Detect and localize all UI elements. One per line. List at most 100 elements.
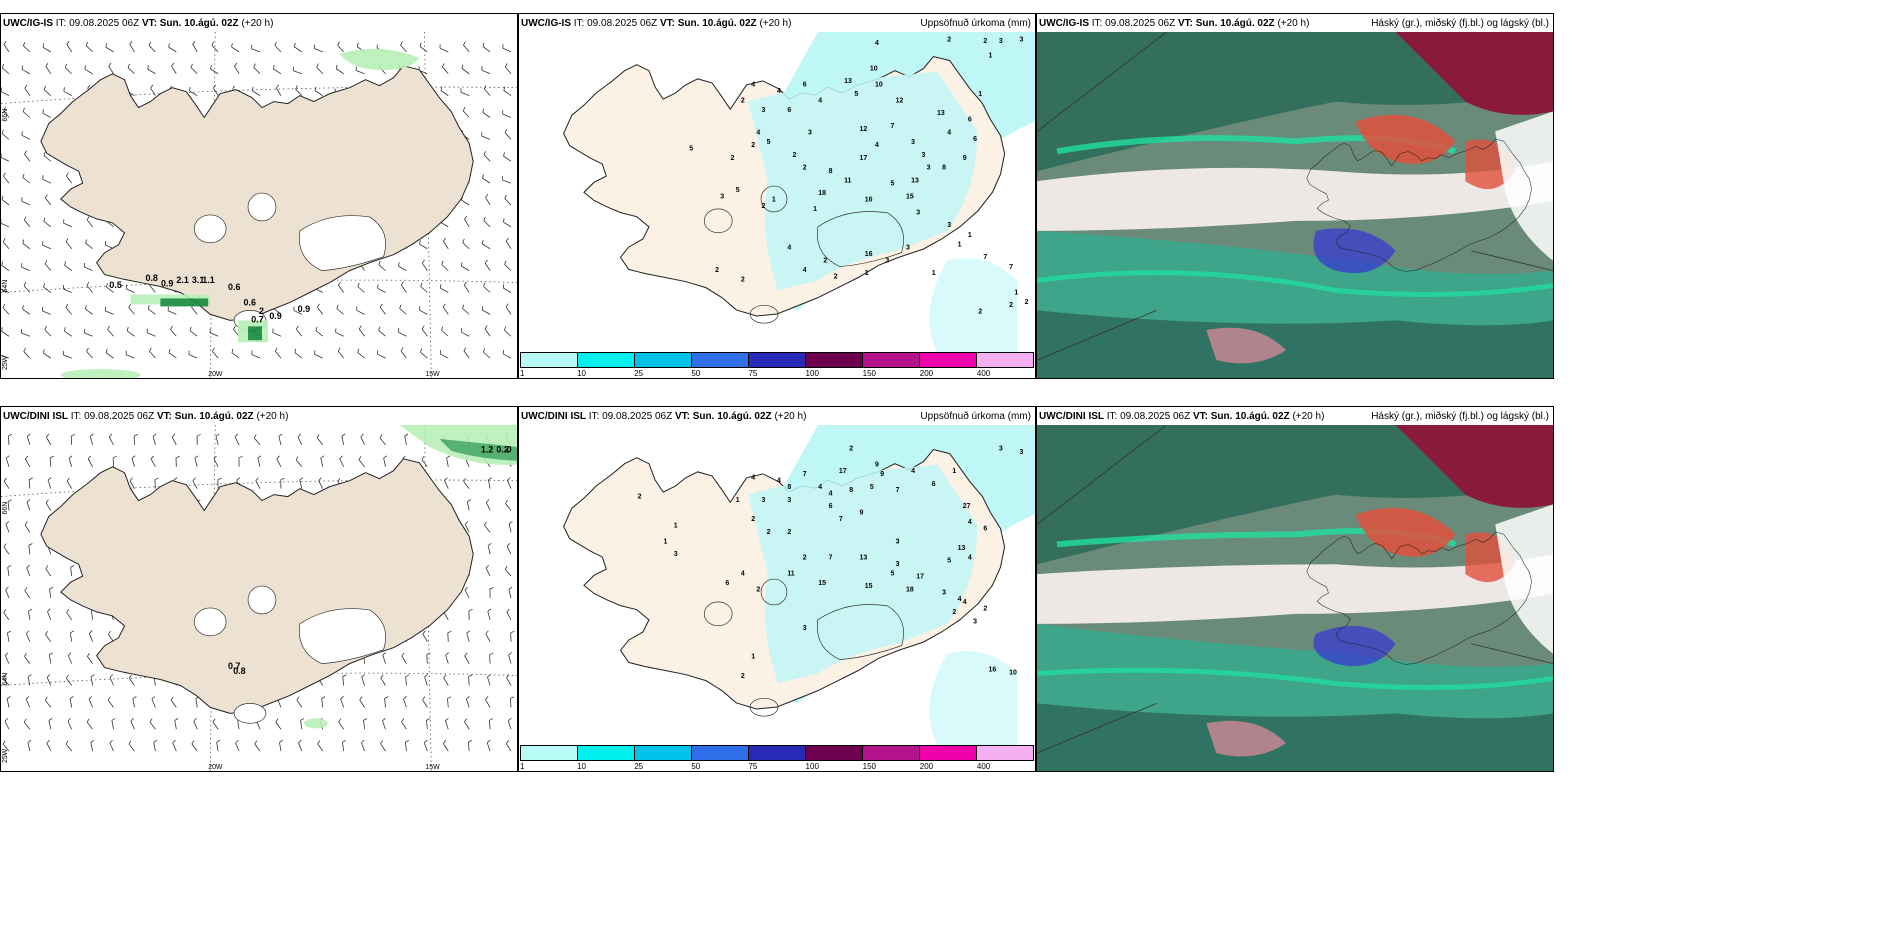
value-label: 1 [813, 206, 817, 213]
value-label: 0.8 [233, 666, 245, 676]
value-label: 3 [885, 257, 889, 264]
value-label: 10 [870, 65, 878, 72]
valid-time: Sun. 10.ágú. 02Z [1195, 18, 1275, 29]
colorbar-swatch [578, 746, 635, 760]
valid-label: VT: [659, 18, 675, 29]
glaciers [703, 185, 904, 324]
value-label: 6 [829, 503, 833, 510]
axis-label: 64N [2, 280, 9, 293]
value-label: 1 [1014, 289, 1018, 296]
value-label: 18 [906, 586, 914, 593]
axis-label: 20W [208, 371, 223, 378]
glaciers [193, 585, 386, 724]
colorbar-tick: 10 [577, 762, 587, 771]
precip-values: 0.70.8 1.2 0.20 [228, 445, 512, 676]
value-label: 0.8 [145, 273, 157, 283]
colorbar-tick: 200 [919, 762, 934, 771]
panel-header: UWC/DINI ISL IT: 09.08.2025 06Z VT: Sun.… [521, 411, 1031, 423]
value-label: 4 [777, 88, 781, 95]
value-label: 1 [674, 522, 678, 529]
value-label: 1 [663, 538, 667, 545]
panel-title: Háský (gr.), miðský (fj.bl.) og lágský (… [1371, 18, 1549, 29]
colorbar-tick: 75 [748, 369, 758, 378]
value-label: 4 [787, 245, 791, 252]
colorbar-tick: 100 [805, 369, 819, 378]
value-label: 3 [896, 561, 900, 568]
colorbar-tick: 75 [748, 762, 758, 771]
value-label: 13 [911, 177, 919, 184]
map-svg [1037, 425, 1553, 771]
value-label: 4 [968, 554, 972, 561]
colorbar-swatch [920, 746, 977, 760]
colorbar-tick: 100 [805, 762, 819, 771]
value-label: 0 [507, 445, 512, 455]
colorbar-swatch [977, 746, 1033, 760]
value-label: 12 [896, 97, 904, 104]
value-label: 15 [865, 583, 873, 590]
value-label: 4 [875, 142, 879, 149]
iceland-coastline [1306, 531, 1532, 665]
colorbar-tick: 1 [520, 369, 525, 378]
value-label: 7 [829, 554, 833, 561]
value-label: 8 [829, 168, 833, 175]
valid-time: Sun. 10.ágú. 02Z [1210, 411, 1290, 422]
value-label: 1.2 [481, 445, 493, 455]
cloud-map [1037, 32, 1553, 378]
valid-time: Sun. 10.ágú. 02Z [692, 411, 772, 422]
panel-header: UWC/IG-IS IT: 09.08.2025 06Z VT: Sun. 10… [1039, 18, 1549, 30]
value-label: 2 [803, 165, 807, 172]
value-label: 4 [963, 599, 967, 606]
value-label: 0.9 [161, 278, 173, 288]
value-label: 6 [932, 481, 936, 488]
value-label: 1 [772, 197, 776, 204]
precip-overlay [748, 71, 978, 291]
value-label: 17 [860, 155, 868, 162]
colorbar-swatch [521, 746, 578, 760]
value-label: 2 [741, 277, 745, 284]
valid-label: VT: [156, 411, 172, 422]
value-label: 7 [983, 254, 987, 261]
lead-time: (+20 h) [1292, 411, 1325, 422]
value-label: 4 [911, 468, 915, 475]
colorbar-tick: 1 [520, 762, 525, 771]
map-svg: 0.70.8 1.2 0.20 66N 64N 25W 20W 15W [1, 425, 517, 771]
value-label: 10 [875, 81, 883, 88]
value-label: 3 [803, 625, 807, 632]
panel-header: UWC/IG-IS IT: 09.08.2025 06Z VT: Sun. 10… [3, 18, 513, 30]
colorbar-swatch [749, 353, 806, 367]
map-svg: 0.50.80.9 2.1 3.11.10.60.60.7 0.90.9266N64N… [1, 32, 517, 378]
value-label: 4 [968, 519, 972, 526]
wind-map: 0.5 0.8 0.9 2.1 3.1 1.1 0.6 0.6 0.7 0.9 0.9 2 66N 64N… [1, 32, 517, 378]
value-label: 3 [808, 129, 812, 136]
model-name: UWC/DINI ISL [1039, 411, 1104, 422]
value-label: 2 [751, 142, 755, 149]
panel-header: UWC/IG-IS IT: 09.08.2025 06Z VT: Sun. 10… [521, 18, 1031, 30]
glaciers [193, 192, 386, 331]
value-label: 3 [911, 139, 915, 146]
map-svg [1037, 32, 1553, 378]
lead-time: (+20 h) [256, 411, 289, 422]
init-time: IT: 09.08.2025 06Z [1106, 411, 1191, 422]
value-label: 5 [689, 145, 693, 152]
lead-time: (+20 h) [759, 18, 792, 29]
value-label: 6 [968, 117, 972, 124]
value-label: 7 [896, 487, 900, 494]
value-label: 3 [921, 152, 925, 159]
colorbar-tick: 25 [634, 762, 644, 771]
colorbar-swatch [692, 746, 749, 760]
value-label: 0.7 [251, 315, 263, 325]
colorbar-swatch [635, 746, 692, 760]
value-label: 1 [968, 232, 972, 239]
value-label: 4 [803, 267, 807, 274]
value-label: 5 [947, 558, 951, 565]
value-label: 2.1 [176, 275, 188, 285]
colorbar-swatch [692, 353, 749, 367]
init-time: IT: 09.08.2025 06Z [70, 411, 155, 422]
value-label: 4 [751, 81, 755, 88]
cloud-panel-bottom: UWC/DINI ISL IT: 09.08.2025 06Z VT: Sun.… [1036, 406, 1554, 772]
model-name: UWC/DINI ISL [521, 411, 586, 422]
value-label: 8 [787, 484, 791, 491]
value-label: 2 [792, 152, 796, 159]
